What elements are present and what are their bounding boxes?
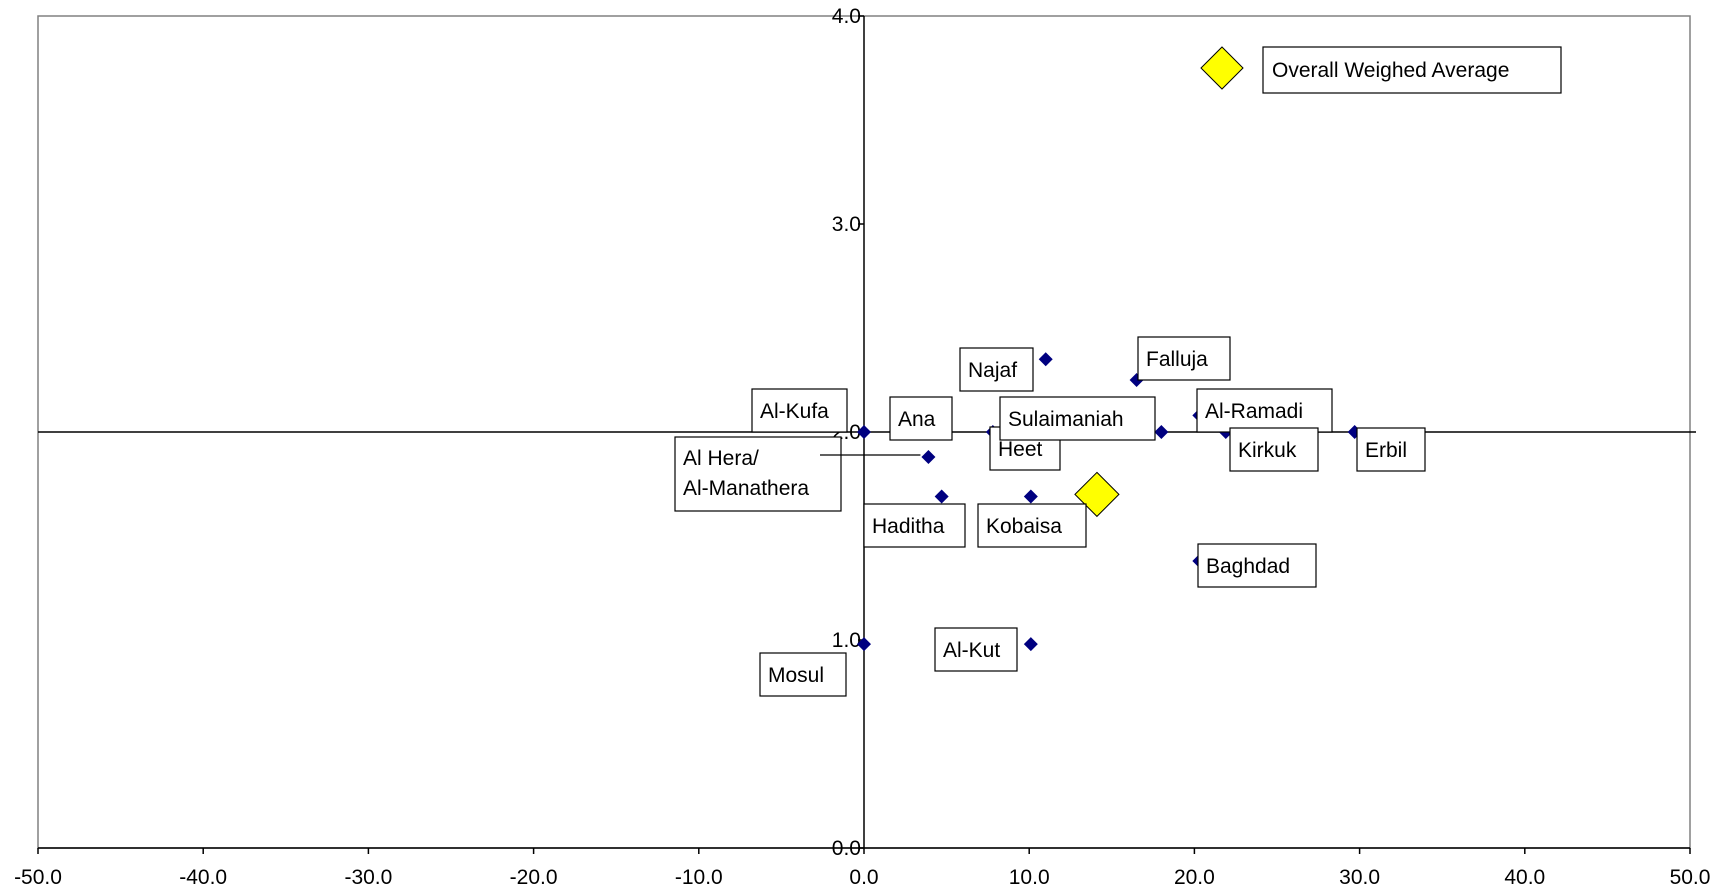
svg-text:Al Hera/: Al Hera/ (683, 447, 759, 470)
y-tick-label: 3.0 (832, 213, 861, 236)
x-tick-label: 40.0 (1504, 866, 1545, 889)
point-label: Mosul (759, 652, 847, 697)
x-tick-label: 10.0 (1009, 866, 1050, 889)
svg-text:Erbil: Erbil (1365, 439, 1407, 462)
data-point (1038, 352, 1053, 367)
legend: Overall Weighed Average (1200, 46, 1562, 94)
svg-text:Heet: Heet (998, 438, 1043, 461)
data-point (1154, 425, 1169, 439)
y-tick-label: 1.0 (832, 629, 861, 652)
svg-text:Al-Kut: Al-Kut (943, 639, 1000, 662)
x-tick-label: -30.0 (344, 866, 392, 889)
data-point (921, 449, 936, 464)
svg-text:Sulaimaniah: Sulaimaniah (1008, 408, 1124, 431)
point-label: Haditha (863, 503, 966, 548)
point-label: Ana (889, 396, 953, 441)
point-label: Al-Kufa (751, 388, 848, 433)
point-label: Al-Kut (934, 627, 1018, 672)
data-point (934, 489, 949, 504)
point-label: Al Hera/Al-Manathera (674, 436, 842, 512)
svg-text:Mosul: Mosul (768, 664, 824, 687)
x-tick-label: 0.0 (849, 866, 878, 889)
legend-label: Overall Weighed Average (1272, 59, 1509, 82)
y-tick-label: 0.0 (832, 837, 861, 860)
svg-text:Haditha: Haditha (872, 515, 945, 538)
data-point (857, 425, 871, 439)
x-tick-label: 30.0 (1339, 866, 1380, 889)
x-tick-label: -40.0 (179, 866, 227, 889)
x-tick-label: -10.0 (675, 866, 723, 889)
point-label: Kirkuk (1229, 427, 1319, 472)
x-tick-label: 50.0 (1670, 866, 1711, 889)
point-label: Baghdad (1197, 543, 1317, 588)
svg-text:Al-Kufa: Al-Kufa (760, 400, 829, 423)
svg-text:Al-Ramadi: Al-Ramadi (1205, 400, 1303, 423)
point-label: Al-Ramadi (1196, 388, 1333, 433)
x-tick-label: -20.0 (510, 866, 558, 889)
legend-marker (1200, 46, 1244, 90)
svg-text:Al-Manathera: Al-Manathera (683, 477, 809, 500)
data-point (1023, 637, 1038, 652)
average-point (1074, 471, 1120, 518)
data-point (857, 637, 871, 652)
point-label: Najaf (959, 347, 1034, 392)
y-tick-label: 4.0 (832, 5, 861, 28)
point-label: Falluja (1137, 336, 1231, 381)
point-label: Kobaisa (977, 503, 1087, 548)
svg-text:Baghdad: Baghdad (1206, 555, 1290, 578)
svg-text:Najaf: Najaf (968, 359, 1017, 382)
x-tick-label: -50.0 (14, 866, 62, 889)
data-point (1023, 489, 1038, 504)
x-tick-label: 20.0 (1174, 866, 1215, 889)
point-label: Erbil (1356, 427, 1426, 472)
point-label: Sulaimaniah (999, 396, 1156, 441)
svg-text:Kobaisa: Kobaisa (986, 515, 1062, 538)
svg-text:Falluja: Falluja (1146, 348, 1208, 371)
svg-text:Kirkuk: Kirkuk (1238, 439, 1297, 462)
svg-text:Ana: Ana (898, 408, 936, 431)
legend-box (1262, 46, 1562, 94)
